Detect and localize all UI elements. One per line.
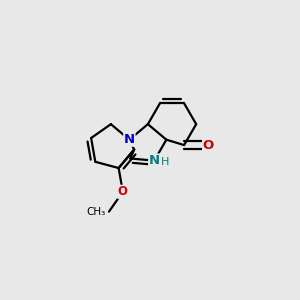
Text: N: N — [149, 154, 160, 167]
Text: CH₃: CH₃ — [87, 207, 106, 217]
Text: O: O — [202, 139, 214, 152]
Text: O: O — [118, 185, 128, 198]
Text: H: H — [161, 157, 170, 167]
Text: N: N — [124, 133, 135, 146]
